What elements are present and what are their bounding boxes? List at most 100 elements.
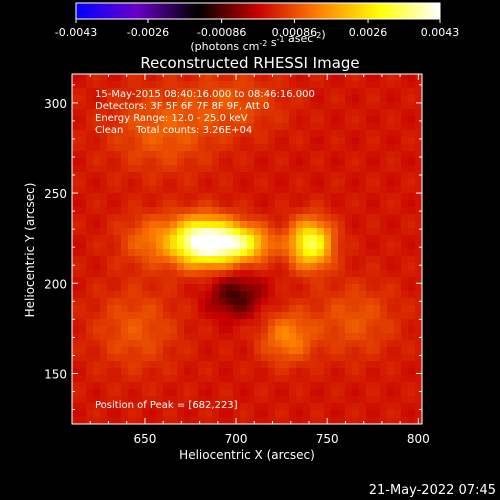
heatmap-pixel: [107, 389, 114, 396]
heatmap-pixel: [289, 74, 296, 81]
heatmap-pixel: [310, 396, 317, 403]
heatmap-pixel: [303, 81, 310, 88]
heatmap-pixel: [373, 256, 380, 263]
heatmap-pixel: [72, 200, 79, 207]
heatmap-pixel: [331, 81, 338, 88]
heatmap-pixel: [93, 270, 100, 277]
heatmap-pixel: [352, 410, 359, 417]
heatmap-pixel: [184, 207, 191, 214]
heatmap-pixel: [86, 263, 93, 270]
heatmap-pixel: [352, 249, 359, 256]
heatmap-pixel: [345, 88, 352, 95]
heatmap-pixel: [387, 319, 394, 326]
heatmap-pixel: [331, 333, 338, 340]
heatmap-pixel: [317, 340, 324, 347]
heatmap-pixel: [191, 354, 198, 361]
heatmap-pixel: [226, 228, 233, 235]
heatmap-pixel: [387, 354, 394, 361]
heatmap-pixel: [191, 333, 198, 340]
heatmap-pixel: [156, 179, 163, 186]
heatmap-pixel: [387, 249, 394, 256]
heatmap-pixel: [191, 270, 198, 277]
heatmap-pixel: [226, 291, 233, 298]
heatmap-pixel: [128, 417, 135, 424]
heatmap-pixel: [219, 410, 226, 417]
heatmap-pixel: [303, 368, 310, 375]
heatmap-pixel: [296, 305, 303, 312]
heatmap-pixel: [401, 228, 408, 235]
heatmap-pixel: [387, 291, 394, 298]
heatmap-pixel: [415, 382, 422, 389]
heatmap-pixel: [142, 207, 149, 214]
heatmap-pixel: [240, 361, 247, 368]
heatmap-pixel: [219, 193, 226, 200]
heatmap-pixel: [79, 158, 86, 165]
heatmap-pixel: [226, 109, 233, 116]
heatmap-pixel: [254, 417, 261, 424]
heatmap-pixel: [142, 403, 149, 410]
heatmap-pixel: [373, 361, 380, 368]
heatmap-pixel: [205, 193, 212, 200]
heatmap-pixel: [359, 396, 366, 403]
heatmap-pixel: [156, 396, 163, 403]
heatmap-pixel: [338, 151, 345, 158]
heatmap-pixel: [79, 109, 86, 116]
heatmap-pixel: [387, 151, 394, 158]
heatmap-pixel: [79, 291, 86, 298]
heatmap-pixel: [212, 193, 219, 200]
heatmap-pixel: [254, 81, 261, 88]
heatmap-pixel: [170, 319, 177, 326]
heatmap-pixel: [387, 88, 394, 95]
heatmap-pixel: [205, 284, 212, 291]
heatmap-pixel: [233, 172, 240, 179]
heatmap-pixel: [205, 417, 212, 424]
heatmap-pixel: [261, 95, 268, 102]
heatmap-pixel: [149, 403, 156, 410]
heatmap-pixel: [184, 116, 191, 123]
heatmap-pixel: [233, 347, 240, 354]
heatmap-pixel: [247, 172, 254, 179]
heatmap-pixel: [296, 340, 303, 347]
heatmap-pixel: [380, 102, 387, 109]
heatmap-pixel: [317, 291, 324, 298]
heatmap-pixel: [72, 256, 79, 263]
heatmap-pixel: [296, 242, 303, 249]
heatmap-pixel: [261, 116, 268, 123]
heatmap-pixel: [317, 137, 324, 144]
heatmap-pixel: [93, 130, 100, 137]
heatmap-pixel: [177, 88, 184, 95]
heatmap-pixel: [163, 291, 170, 298]
heatmap-pixel: [100, 88, 107, 95]
heatmap-pixel: [240, 221, 247, 228]
heatmap-pixel: [317, 165, 324, 172]
heatmap-pixel: [240, 249, 247, 256]
heatmap-pixel: [212, 305, 219, 312]
heatmap-pixel: [184, 396, 191, 403]
heatmap-pixel: [170, 403, 177, 410]
heatmap-pixel: [135, 102, 142, 109]
heatmap-pixel: [289, 326, 296, 333]
heatmap-pixel: [345, 123, 352, 130]
heatmap-pixel: [128, 123, 135, 130]
heatmap-pixel: [373, 326, 380, 333]
heatmap-pixel: [149, 347, 156, 354]
heatmap-pixel: [338, 116, 345, 123]
heatmap-pixel: [93, 291, 100, 298]
heatmap-pixel: [415, 172, 422, 179]
heatmap-pixel: [149, 263, 156, 270]
heatmap-pixel: [135, 403, 142, 410]
heatmap-pixel: [205, 165, 212, 172]
heatmap-pixel: [114, 368, 121, 375]
heatmap-pixel: [114, 193, 121, 200]
heatmap-pixel: [233, 158, 240, 165]
heatmap-pixel: [226, 249, 233, 256]
heatmap-pixel: [128, 403, 135, 410]
heatmap-pixel: [121, 116, 128, 123]
heatmap-pixel: [128, 382, 135, 389]
heatmap-pixel: [401, 88, 408, 95]
heatmap-pixel: [310, 207, 317, 214]
heatmap-pixel: [268, 235, 275, 242]
colorbar-tick-label: -0.0026: [127, 26, 169, 39]
heatmap-pixel: [156, 214, 163, 221]
heatmap-pixel: [331, 200, 338, 207]
